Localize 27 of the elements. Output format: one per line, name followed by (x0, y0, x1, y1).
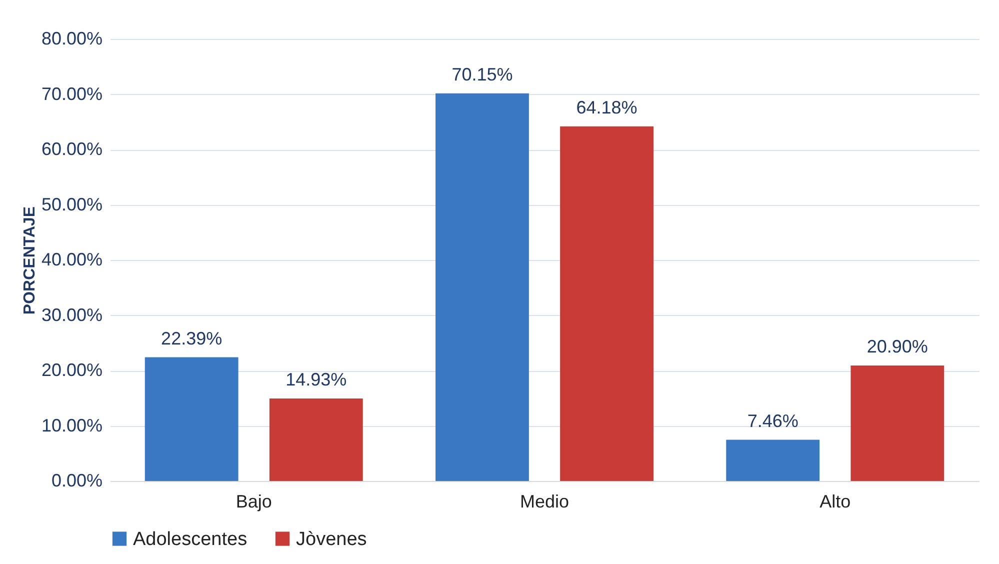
y-tick-label: 20.00% (41, 360, 102, 380)
y-tick-label: 70.00% (41, 84, 102, 104)
y-tick-label: 10.00% (41, 415, 102, 436)
y-tick-label: 60.00% (41, 139, 102, 159)
bar (269, 398, 363, 481)
y-tick-label: 0.00% (51, 470, 102, 490)
data-label: 70.15% (452, 64, 513, 84)
x-tick-label: Medio (520, 492, 570, 512)
y-tick-label: 80.00% (41, 28, 102, 48)
bar (560, 126, 654, 481)
y-tick-label: 50.00% (41, 194, 102, 214)
legend-label: Jòvenes (296, 528, 367, 550)
y-axis-title: PORCENTAJE (21, 206, 38, 315)
data-label: 64.18% (576, 97, 638, 118)
data-label: 22.39% (161, 328, 222, 348)
y-tick-label: 30.00% (41, 304, 102, 325)
data-label: 14.93% (286, 370, 347, 390)
bar (850, 366, 944, 481)
x-tick-label: Alto (820, 492, 851, 512)
y-tick-label: 40.00% (41, 250, 102, 270)
bar (726, 440, 820, 481)
data-label: 7.46% (747, 410, 798, 431)
legend-label: Adolescentes (133, 528, 248, 550)
data-label: 20.90% (866, 336, 928, 357)
bar (436, 93, 529, 481)
x-tick-label: Bajo (236, 492, 272, 512)
bar (144, 357, 238, 481)
